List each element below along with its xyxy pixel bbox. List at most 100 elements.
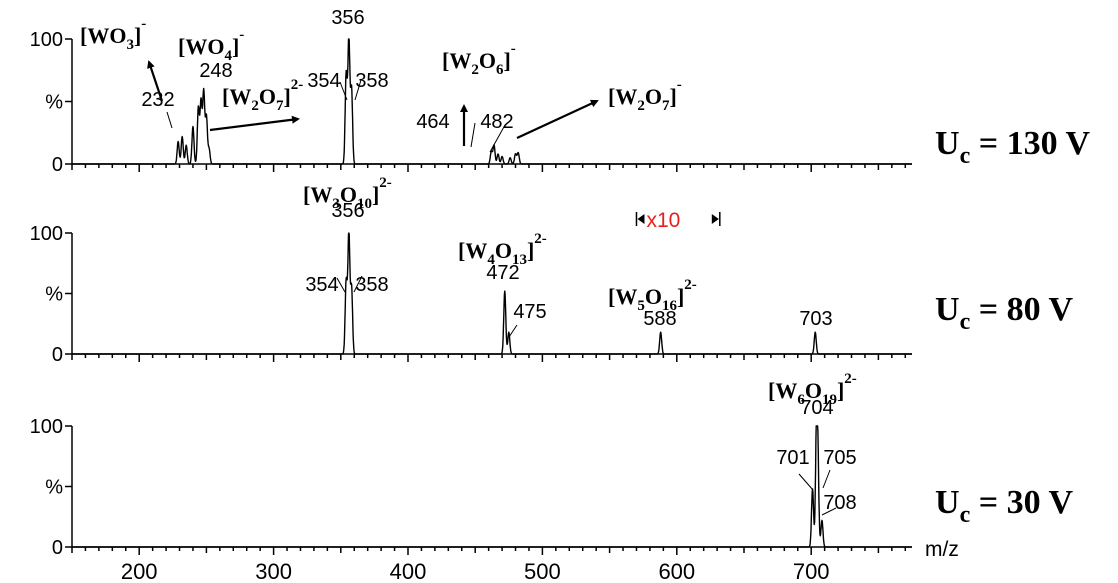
ion-subscript: 16 [662,298,678,314]
magnification-label: x10 [646,209,680,232]
y-tick-label: 100 [30,223,63,245]
ion-text: O [479,48,496,73]
voltage-label: Uc = 30 V [935,484,1073,528]
peak-label-356: 356 [331,7,364,29]
ion-formula-label: [W5O16]2- [608,277,697,314]
peak-label-232: 232 [141,89,174,111]
ion-text: [W [442,48,471,73]
peak-leader-line [508,324,518,338]
peak-label-588: 588 [643,308,676,330]
x-tick-label: 300 [255,559,292,583]
y-tick-label: 100 [30,416,63,438]
voltage-symbol: U [935,291,960,328]
ion-subscript: 4 [487,252,495,268]
ion-subscript: 6 [496,62,504,78]
voltage-subscript: c [960,502,971,528]
ion-text: [W [458,238,487,263]
annotation-arrow [209,115,300,132]
x-tick-label: 200 [121,559,158,583]
voltage-value: = 80 V [970,291,1073,328]
voltage-symbol: U [935,125,960,162]
peak-leader-line [821,507,837,516]
ion-formula-label: [W6O19]2- [768,371,857,408]
annotation-arrow [516,99,599,139]
ion-text: ] [232,34,239,59]
y-tick-label: 0 [52,537,63,559]
peak-leader-line [822,469,831,489]
ion-superscript: 2- [534,231,547,247]
y-tick-label: 0 [52,344,63,366]
ion-text: [W [222,84,251,109]
ion-text: [WO [178,34,224,59]
x-tick-label: 700 [793,559,830,583]
peak-leader-line [489,124,506,153]
ion-subscript: 2 [251,98,259,114]
ion-superscript: - [677,77,682,93]
ion-text: ] [677,284,684,309]
ion-subscript: 3 [332,196,340,212]
peak-label-354: 354 [305,274,338,296]
y-tick-label: 0 [52,154,63,176]
peak-leader-line [336,277,346,293]
voltage-value: = 30 V [970,484,1073,521]
ion-text: [WO [80,23,126,48]
spectrum-trace [71,425,913,548]
ion-text: ] [134,23,141,48]
y-tick-label: % [45,477,63,499]
ion-subscript: 13 [512,252,527,268]
ion-subscript: 2 [637,98,645,114]
ion-text: O [645,84,662,109]
ion-formula-label: [WO3]- [80,16,146,53]
ion-subscript: 4 [224,48,232,64]
peak-label-248: 248 [199,60,232,82]
ion-text: ] [837,378,844,403]
peak-label-472: 472 [486,262,519,284]
spectrum-trace [71,232,913,355]
voltage-subscript: c [960,309,971,335]
ion-formula-label: [W3O10]2- [303,175,392,212]
x-tick-label: 400 [390,559,427,583]
ion-text: [W [768,378,797,403]
ion-text: O [495,238,512,263]
y-tick-label: 100 [30,29,63,51]
ion-formula-label: [WO4]- [178,27,244,64]
voltage-subscript: c [960,143,971,169]
ion-text: ] [503,48,510,73]
peak-label-358: 358 [355,70,388,92]
ion-formula-label: [W2O7]- [608,77,682,114]
peak-label-354: 354 [307,70,340,92]
ion-subscript: 10 [357,196,372,212]
ion-text: [W [303,182,332,207]
ion-superscript: 2- [844,371,857,387]
y-tick-label: % [45,284,63,306]
ion-subscript: 3 [126,37,134,53]
voltage-label: Uc = 130 V [935,125,1090,169]
ion-superscript: 2- [379,175,392,191]
ion-text: ] [372,182,379,207]
peak-leader-line [470,122,476,148]
x-axis-labels: 200 300 400 500 600 700 m/z [121,538,959,583]
peak-leader-line [339,81,348,101]
magnify-arrow-left-icon [637,214,645,224]
ion-superscript: - [511,41,516,57]
spectrum-trace [71,38,913,165]
ion-subscript: 7 [276,98,284,114]
peak-label-701: 701 [776,447,809,469]
ion-subscript: 19 [822,392,837,408]
peak-label-708: 708 [823,492,856,514]
ion-superscript: 2- [291,77,304,93]
ion-subscript: 7 [662,98,670,114]
ion-text: ] [527,238,534,263]
peak-label-358: 358 [355,274,388,296]
ion-subscript: 5 [637,298,645,314]
ion-text: O [340,182,357,207]
voltage-value: = 130 V [970,125,1090,162]
spectrum-panel-3: 100% 0 701 704 705 708 [W6O19]2- Uc = 30 V [30,371,1074,559]
peak-leader-line [166,111,173,129]
ion-text: [W [608,84,637,109]
ion-formula-label: [W2O7]2- [222,77,303,114]
ion-text: [W [608,284,637,309]
peak-label-703: 703 [799,308,832,330]
